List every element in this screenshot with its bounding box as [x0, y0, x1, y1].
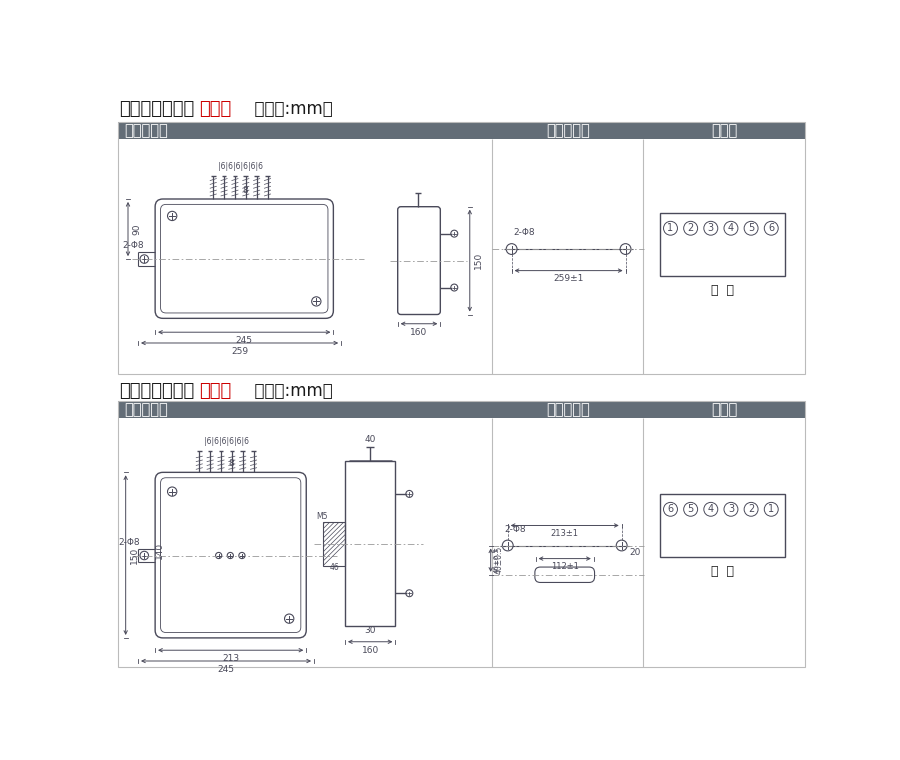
Text: 安装开孔图: 安装开孔图 — [546, 123, 590, 138]
Text: （单位:mm）: （单位:mm） — [244, 100, 333, 119]
Text: 160: 160 — [410, 328, 428, 337]
Text: 30: 30 — [364, 625, 376, 635]
Text: 3: 3 — [707, 223, 714, 233]
Text: 6: 6 — [668, 505, 673, 515]
Bar — [660, 494, 785, 557]
Text: 8: 8 — [243, 186, 248, 195]
Text: 前接线: 前接线 — [199, 100, 231, 119]
Text: 1: 1 — [668, 223, 673, 233]
Text: 前  视: 前 视 — [711, 283, 733, 296]
Text: 5: 5 — [748, 223, 754, 233]
Text: 40: 40 — [364, 435, 376, 444]
Text: 20: 20 — [629, 548, 641, 557]
Text: 端子图: 端子图 — [711, 123, 737, 138]
Text: 40±0.5: 40±0.5 — [494, 547, 500, 573]
Text: 3: 3 — [728, 505, 734, 515]
Text: M5: M5 — [316, 511, 328, 521]
Text: 外形尺寸图: 外形尺寸图 — [124, 402, 168, 416]
Text: 213±1: 213±1 — [551, 529, 579, 538]
Bar — [118, 401, 805, 418]
Bar — [118, 122, 805, 139]
Text: 端子图: 端子图 — [711, 402, 737, 416]
Text: 245: 245 — [218, 665, 235, 674]
Text: 2-Φ8: 2-Φ8 — [505, 524, 526, 534]
Text: 150: 150 — [130, 546, 139, 564]
Text: 150: 150 — [473, 252, 482, 269]
Text: 外形尺寸图: 外形尺寸图 — [124, 123, 168, 138]
Bar — [345, 461, 395, 626]
Text: 2-Φ8: 2-Φ8 — [118, 538, 140, 546]
Text: 4: 4 — [707, 505, 714, 515]
Bar — [660, 213, 785, 276]
Bar — [118, 122, 805, 374]
Text: 40±0.5: 40±0.5 — [495, 546, 504, 575]
Text: 8: 8 — [229, 459, 235, 468]
Bar — [118, 401, 805, 667]
Text: 单相过流凸出式: 单相过流凸出式 — [119, 100, 194, 119]
Text: 4: 4 — [728, 223, 734, 233]
Text: 后接线: 后接线 — [199, 382, 231, 401]
Text: 90: 90 — [132, 223, 141, 235]
Text: 2-Φ8: 2-Φ8 — [122, 241, 144, 250]
Text: |6|6|6|6|6|6: |6|6|6|6|6|6 — [204, 437, 249, 446]
Text: 2-Φ8: 2-Φ8 — [513, 228, 535, 237]
Text: 46: 46 — [329, 563, 339, 572]
Text: 213: 213 — [222, 654, 239, 663]
Text: 160: 160 — [362, 645, 379, 654]
Text: （单位:mm）: （单位:mm） — [244, 382, 333, 401]
Text: 245: 245 — [236, 336, 253, 345]
Text: 6: 6 — [769, 223, 774, 233]
Text: 2: 2 — [748, 505, 754, 515]
Text: 112±1: 112±1 — [551, 562, 579, 572]
Text: 安装开孔图: 安装开孔图 — [546, 402, 590, 416]
Text: 单相过流凸出式: 单相过流凸出式 — [119, 382, 194, 401]
Text: 1: 1 — [769, 505, 774, 515]
Text: 5: 5 — [688, 505, 694, 515]
Text: 2: 2 — [688, 223, 694, 233]
Text: 140: 140 — [155, 543, 164, 559]
Text: 259±1: 259±1 — [554, 274, 584, 283]
Text: 背  视: 背 视 — [711, 565, 733, 578]
Text: 259: 259 — [231, 347, 248, 356]
Bar — [323, 522, 345, 565]
Text: |6|6|6|6|6|6: |6|6|6|6|6|6 — [218, 163, 263, 171]
